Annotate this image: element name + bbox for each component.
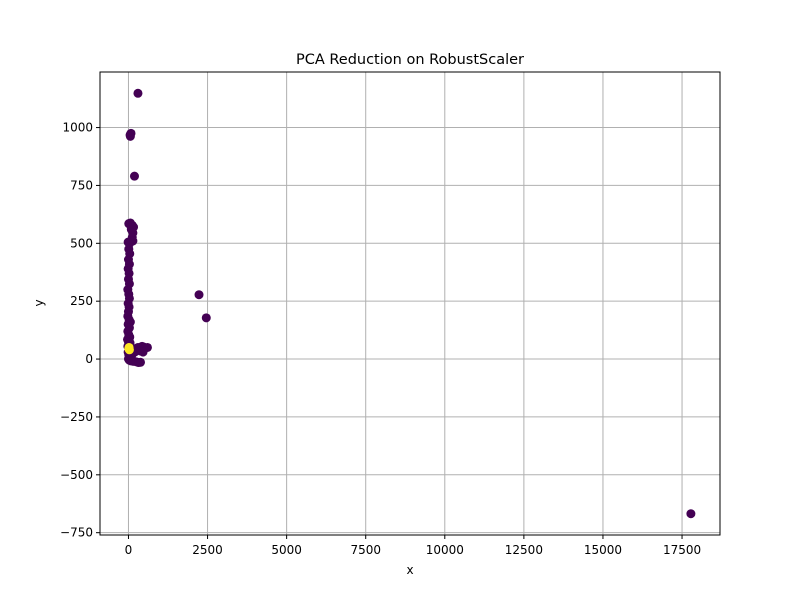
y-axis-ticks: −750 −500 −250 0 250 500 750 1000 <box>60 121 100 540</box>
scatter-point-class-0 <box>133 88 143 98</box>
scatter-point-class-0 <box>194 290 204 300</box>
y-tick-label: 500 <box>70 236 93 250</box>
scatter-point-class-0 <box>201 313 211 323</box>
scatter-point-class-0 <box>129 171 139 181</box>
data-points <box>123 88 696 519</box>
y-tick-label: −250 <box>60 410 93 424</box>
x-tick-label: 12500 <box>505 543 543 557</box>
y-tick-label: 750 <box>70 178 93 192</box>
scatter-point-class-0 <box>686 509 696 519</box>
scatter-point-class-0 <box>138 347 148 357</box>
y-tick-label: −750 <box>60 526 93 540</box>
y-tick-label: 1000 <box>62 121 93 135</box>
y-tick-label: 0 <box>85 352 93 366</box>
x-tick-label: 5000 <box>271 543 302 557</box>
y-axis-label: y <box>32 299 46 306</box>
x-tick-label: 0 <box>125 543 133 557</box>
x-axis-ticks: 0 2500 5000 7500 10000 12500 15000 17500 <box>125 535 701 557</box>
x-tick-label: 17500 <box>663 543 701 557</box>
scatter-point-class-0 <box>125 131 135 141</box>
plot-frame <box>99 71 721 536</box>
x-axis-label: x <box>406 563 413 577</box>
x-tick-label: 15000 <box>584 543 622 557</box>
x-tick-label: 7500 <box>350 543 381 557</box>
y-tick-label: 250 <box>70 294 93 308</box>
chart-title: PCA Reduction on RobustScaler <box>296 52 524 68</box>
x-tick-label: 10000 <box>426 543 464 557</box>
grid-lines <box>100 72 720 535</box>
y-tick-label: −500 <box>60 468 93 482</box>
scatter-point-class-1 <box>124 342 134 352</box>
scatter-point-class-0 <box>135 357 145 367</box>
x-tick-label: 2500 <box>192 543 223 557</box>
